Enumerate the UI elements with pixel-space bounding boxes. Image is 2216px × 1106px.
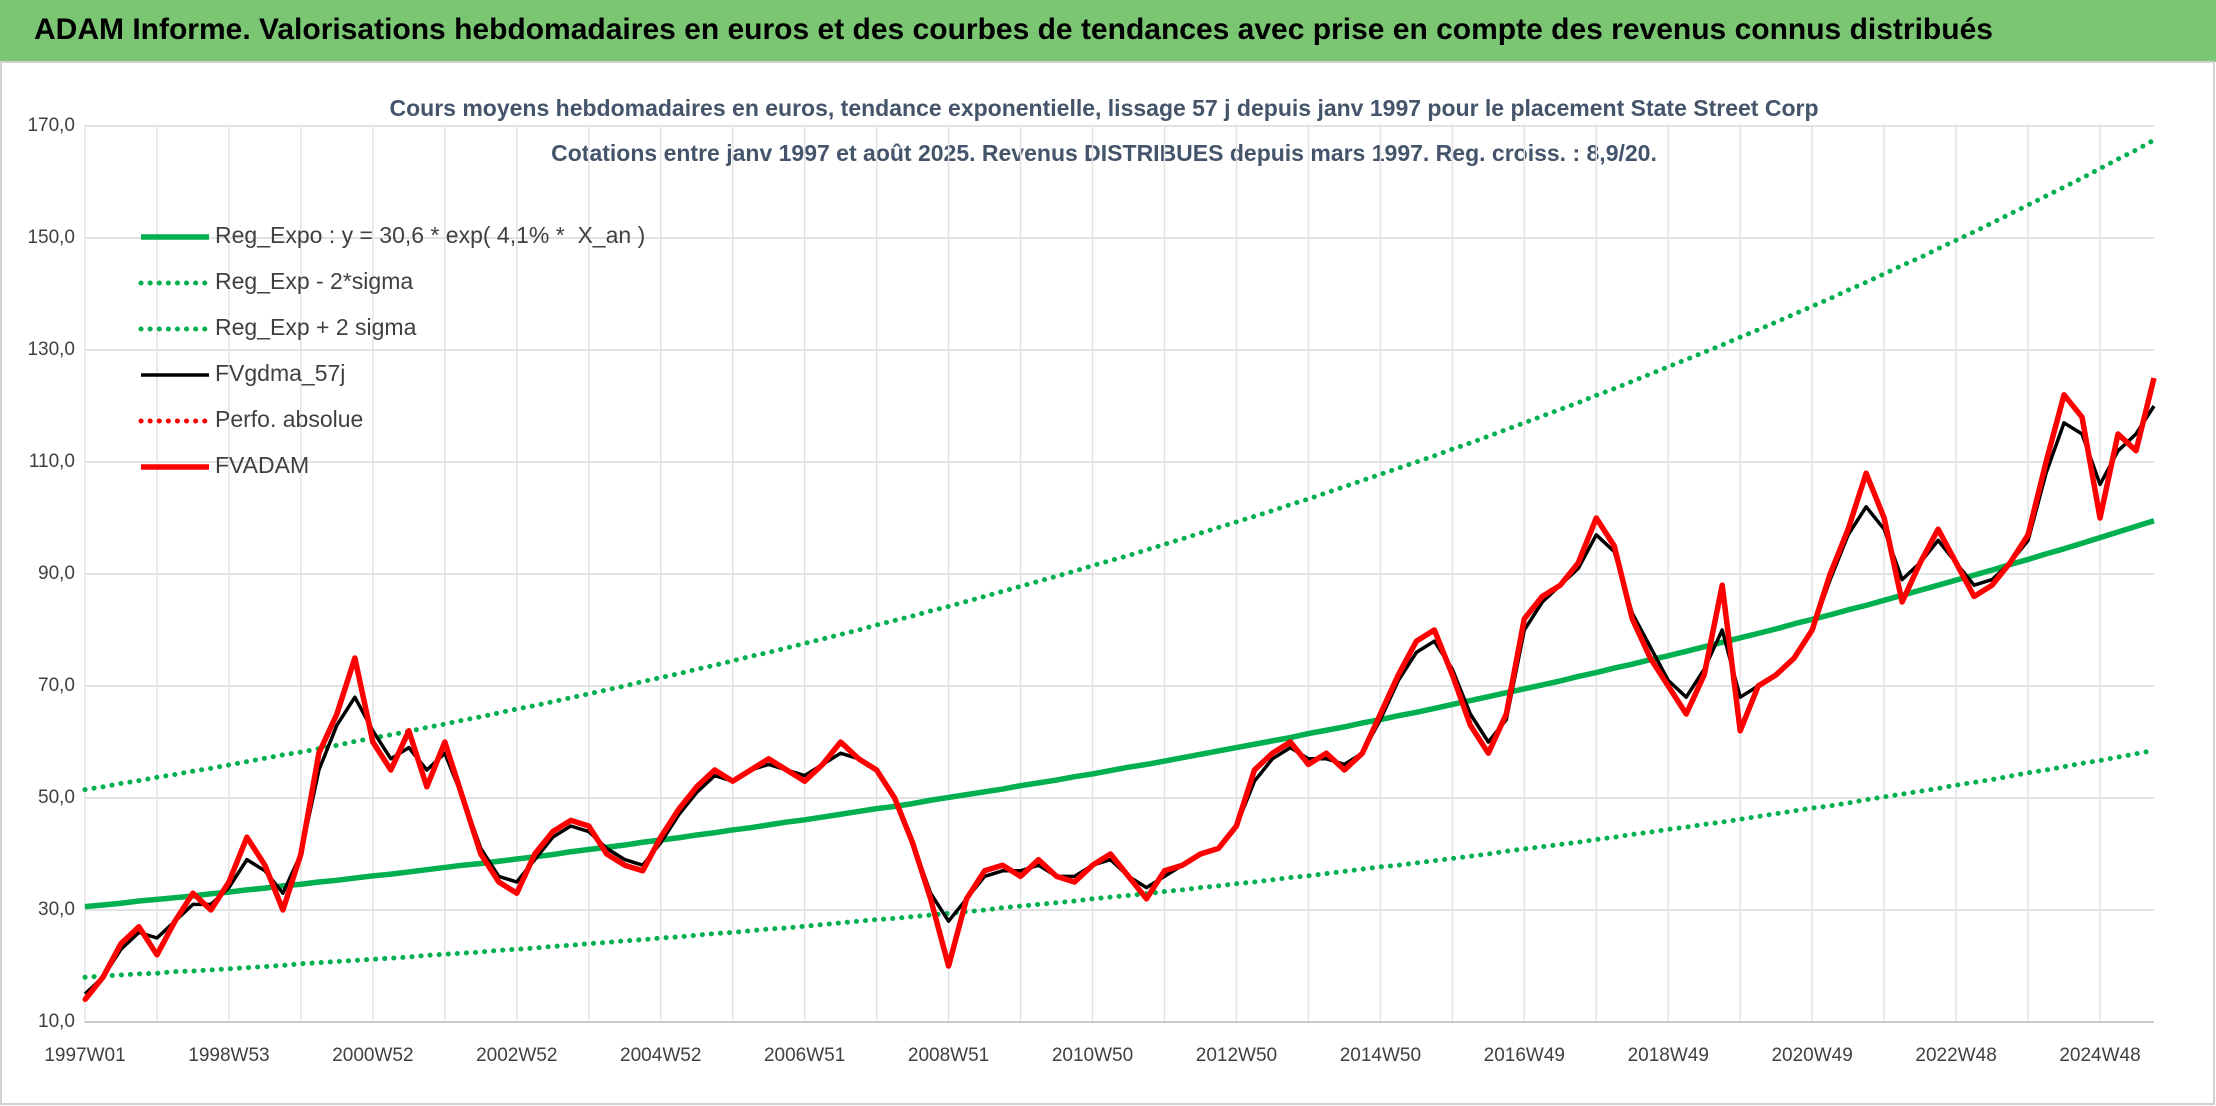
y-tick-label: 10,0 [38,1011,75,1032]
x-tick-label: 2004W52 [620,1045,701,1066]
x-tick-label: 2012W50 [1196,1045,1277,1066]
x-tick-label: 2006W51 [764,1045,845,1066]
header-title: ADAM Informe. Valorisations hebdomadaire… [34,13,1993,46]
y-tick-label: 90,0 [38,563,75,584]
x-tick-label: 2016W49 [1484,1045,1565,1066]
series-line [82,747,2157,980]
y-tick-label: 110,0 [29,451,75,472]
x-tick-label: 2020W49 [1771,1045,1852,1066]
x-tick-label: 2018W49 [1628,1045,1709,1066]
legend-label: Reg_Expo : y = 30,6 * exp( 4,1% * X_an ) [215,222,645,248]
y-tick-label: 30,0 [38,899,75,920]
series-line [82,137,2157,793]
header-bar [0,0,2216,62]
y-tick-label: 50,0 [38,787,75,808]
series-line [82,377,2157,1002]
y-tick-label: 70,0 [38,675,75,696]
legend-label: Reg_Exp - 2*sigma [215,268,413,294]
x-tick-label: 2014W50 [1340,1045,1421,1066]
x-tick-label: 2008W51 [908,1045,989,1066]
legend-label: Reg_Exp + 2 sigma [215,314,417,340]
y-tick-label: 150,0 [27,227,75,248]
x-tick-label: 2010W50 [1052,1045,1133,1066]
legend-label: FVgdma_57j [215,360,345,386]
chart-subtitle: Cotations entre janv 1997 et août 2025. … [551,140,1657,166]
x-tick-label: 2002W52 [476,1045,557,1066]
frame [0,61,2215,1105]
x-tick-label: 2024W48 [2059,1045,2140,1066]
chart-title: Cours moyens hebdomadaires en euros, ten… [389,95,1818,121]
x-tick-label: 2022W48 [1915,1045,1996,1066]
y-tick-label: 130,0 [27,339,75,360]
legend-label: Perfo. absolue [215,406,363,432]
x-tick-label: 2000W52 [332,1045,413,1066]
legend-label: FVADAM [215,452,309,478]
y-tick-label: 170,0 [27,115,75,136]
x-tick-label: 1997W01 [44,1045,125,1066]
series-line [84,518,2155,910]
x-tick-label: 1998W53 [188,1045,269,1066]
